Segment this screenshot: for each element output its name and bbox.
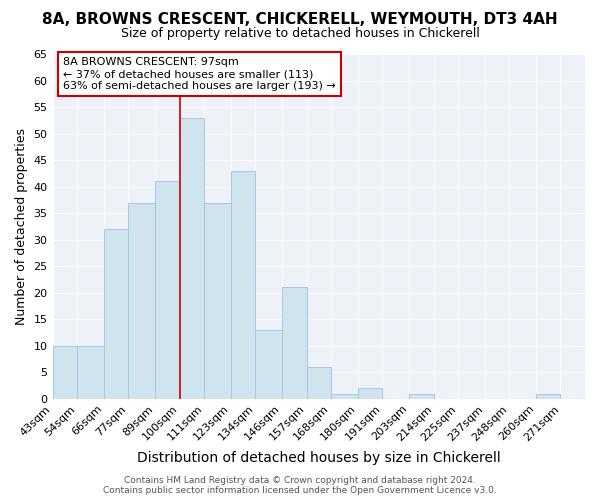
- Bar: [155, 182, 179, 399]
- Bar: [179, 118, 204, 399]
- Bar: [204, 202, 231, 399]
- Bar: [231, 170, 255, 399]
- Bar: [536, 394, 560, 399]
- Y-axis label: Number of detached properties: Number of detached properties: [15, 128, 28, 325]
- Text: 8A, BROWNS CRESCENT, CHICKERELL, WEYMOUTH, DT3 4AH: 8A, BROWNS CRESCENT, CHICKERELL, WEYMOUT…: [42, 12, 558, 28]
- Bar: [77, 346, 104, 399]
- Bar: [409, 394, 434, 399]
- Bar: [331, 394, 358, 399]
- Bar: [128, 202, 155, 399]
- Text: Contains HM Land Registry data © Crown copyright and database right 2024.
Contai: Contains HM Land Registry data © Crown c…: [103, 476, 497, 495]
- Text: Size of property relative to detached houses in Chickerell: Size of property relative to detached ho…: [121, 28, 479, 40]
- Bar: [104, 229, 128, 399]
- Bar: [282, 288, 307, 399]
- Bar: [307, 367, 331, 399]
- Bar: [53, 346, 77, 399]
- Bar: [358, 388, 382, 399]
- Bar: [255, 330, 282, 399]
- Text: 8A BROWNS CRESCENT: 97sqm
← 37% of detached houses are smaller (113)
63% of semi: 8A BROWNS CRESCENT: 97sqm ← 37% of detac…: [63, 58, 336, 90]
- X-axis label: Distribution of detached houses by size in Chickerell: Distribution of detached houses by size …: [137, 451, 500, 465]
